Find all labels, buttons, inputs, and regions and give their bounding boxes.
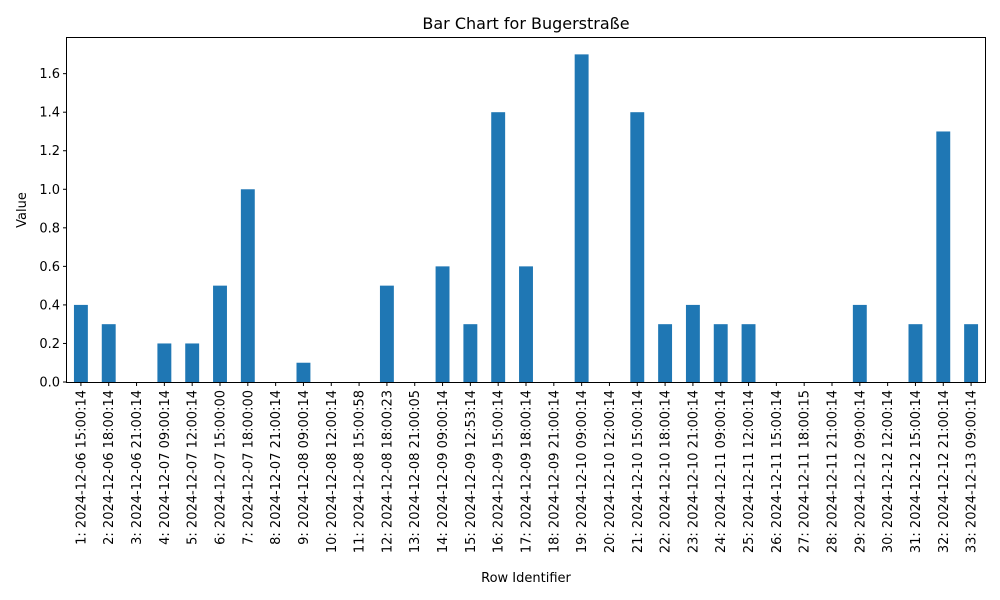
bar-12 bbox=[379, 285, 394, 382]
x-tick-label: 13: 2024-12-08 21:00:05 bbox=[408, 390, 423, 553]
y-axis: 0.0 0.2 0.4 0.6 0.8 1.0 1.2 1.4 1.6 bbox=[39, 67, 67, 391]
x-tick-label: 7: 2024-12-07 18:00:00 bbox=[241, 390, 256, 545]
x-tick-label: 28: 2024-12-11 21:00:14 bbox=[826, 390, 841, 553]
y-tick-label: 1.6 bbox=[39, 67, 60, 82]
bar-15 bbox=[463, 324, 478, 382]
bar-19 bbox=[574, 54, 589, 382]
x-tick-label: 33: 2024-12-13 09:00:14 bbox=[965, 390, 980, 553]
bar-23 bbox=[685, 304, 700, 382]
y-axis-title: Value bbox=[15, 192, 30, 228]
x-tick-label: 17: 2024-12-09 18:00:14 bbox=[520, 390, 535, 553]
x-tick-label: 32: 2024-12-12 21:00:14 bbox=[937, 390, 952, 553]
x-tick-label: 12: 2024-12-08 18:00:23 bbox=[380, 390, 395, 553]
x-tick-label: 19: 2024-12-10 09:00:14 bbox=[575, 390, 590, 553]
chart-title: Bar Chart for Bugerstraße bbox=[422, 14, 629, 33]
bar-29 bbox=[852, 304, 867, 382]
bar-16 bbox=[491, 112, 506, 382]
x-tick-label: 21: 2024-12-10 15:00:14 bbox=[631, 390, 646, 553]
x-tick-label: 9: 2024-12-08 09:00:14 bbox=[297, 390, 312, 545]
bar-4 bbox=[157, 343, 172, 382]
bars-group bbox=[73, 54, 979, 382]
bar-6 bbox=[213, 285, 227, 382]
y-tick-label: 0.2 bbox=[39, 337, 60, 352]
bar-32 bbox=[936, 131, 951, 382]
x-tick-label: 4: 2024-12-07 09:00:14 bbox=[158, 390, 173, 545]
bar-1 bbox=[73, 304, 88, 382]
y-tick-label: 1.4 bbox=[39, 106, 60, 121]
bar-17 bbox=[519, 266, 533, 382]
x-tick-label: 2: 2024-12-06 18:00:14 bbox=[102, 390, 117, 545]
x-tick-label: 31: 2024-12-12 15:00:14 bbox=[909, 390, 924, 553]
x-tick-label: 3: 2024-12-06 21:00:14 bbox=[130, 390, 145, 545]
x-tick-label: 11: 2024-12-08 15:00:58 bbox=[353, 390, 368, 553]
plot-frame bbox=[66, 37, 986, 383]
y-tick-label: 0.6 bbox=[39, 260, 60, 275]
x-tick-label: 18: 2024-12-09 21:00:14 bbox=[547, 390, 562, 553]
bar-33 bbox=[964, 324, 979, 382]
bar-14 bbox=[435, 266, 450, 382]
x-tick-label: 29: 2024-12-12 09:00:14 bbox=[853, 390, 868, 553]
x-axis: 1: 2024-12-06 15:00:14 2: 2024-12-06 18:0… bbox=[74, 382, 980, 553]
bar-7 bbox=[240, 189, 255, 382]
x-tick-label: 8: 2024-12-07 21:00:14 bbox=[269, 390, 284, 545]
y-tick-label: 0.4 bbox=[39, 298, 60, 313]
bar-24 bbox=[713, 324, 728, 382]
x-tick-label: 26: 2024-12-11 15:00:14 bbox=[770, 390, 785, 553]
x-tick-label: 23: 2024-12-10 21:00:14 bbox=[686, 390, 701, 553]
x-tick-label: 20: 2024-12-10 12:00:14 bbox=[603, 390, 618, 553]
x-tick-label: 5: 2024-12-07 12:00:14 bbox=[186, 390, 201, 545]
x-axis-title: Row Identifier bbox=[481, 571, 571, 586]
bar-21 bbox=[630, 112, 645, 382]
bar-31 bbox=[908, 324, 923, 382]
x-tick-label: 16: 2024-12-09 15:00:14 bbox=[492, 390, 507, 553]
x-tick-label: 30: 2024-12-12 12:00:14 bbox=[881, 390, 896, 553]
y-tick-label: 1.2 bbox=[39, 144, 60, 159]
bar-22 bbox=[658, 324, 673, 382]
x-tick-label: 22: 2024-12-10 18:00:14 bbox=[659, 390, 674, 553]
x-tick-label: 6: 2024-12-07 15:00:00 bbox=[214, 390, 229, 545]
x-tick-label: 27: 2024-12-11 18:00:15 bbox=[798, 390, 813, 553]
x-tick-label: 14: 2024-12-09 09:00:14 bbox=[436, 390, 451, 553]
bar-25 bbox=[741, 324, 756, 382]
bar-9 bbox=[296, 362, 311, 382]
y-tick-label: 1.0 bbox=[39, 183, 60, 198]
bar-5 bbox=[185, 343, 200, 382]
y-tick-label: 0.0 bbox=[39, 376, 60, 391]
x-tick-label: 10: 2024-12-08 12:00:14 bbox=[325, 390, 340, 553]
x-tick-label: 1: 2024-12-06 15:00:14 bbox=[74, 390, 89, 545]
y-tick-label: 0.8 bbox=[39, 221, 60, 236]
x-tick-label: 25: 2024-12-11 12:00:14 bbox=[742, 390, 757, 553]
x-tick-label: 24: 2024-12-11 09:00:14 bbox=[714, 390, 729, 553]
bar-2 bbox=[101, 324, 116, 382]
x-tick-label: 15: 2024-12-09 12:53:14 bbox=[464, 390, 479, 553]
